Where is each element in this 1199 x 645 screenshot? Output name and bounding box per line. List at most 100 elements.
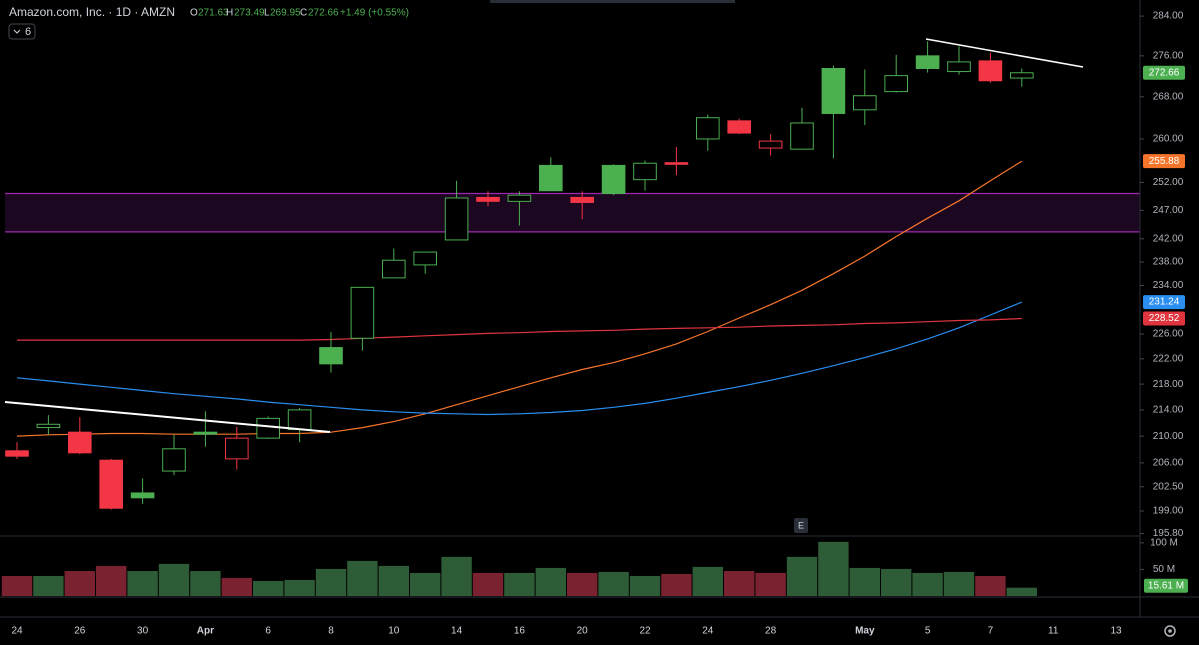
x-tick-label: May — [855, 626, 875, 637]
volume-bar — [786, 556, 818, 596]
x-tick-label: 24 — [11, 626, 23, 637]
candle-body — [884, 75, 909, 93]
x-tick-label: 8 — [328, 626, 334, 637]
volume-bar — [410, 572, 441, 596]
volume-bar — [692, 566, 723, 596]
y-tick-label: 226.00 — [1153, 329, 1184, 340]
y-tick-label: 222.00 — [1153, 353, 1184, 364]
volume-tick-label: 50 M — [1153, 564, 1175, 575]
candle-body — [915, 55, 940, 70]
candle-body — [476, 196, 500, 202]
x-tick-label: 6 — [265, 626, 271, 637]
x-tick-label: 26 — [74, 626, 86, 637]
ohlc-value: 269.95 — [270, 8, 301, 19]
candle-body — [130, 492, 155, 499]
x-tick-label: 28 — [765, 626, 777, 637]
volume-bar — [535, 567, 566, 596]
volume-bar — [284, 579, 315, 596]
price-label-box — [1143, 65, 1185, 80]
volume-bar — [849, 567, 880, 596]
x-tick-label: 5 — [925, 626, 931, 637]
y-tick-label: 199.00 — [1153, 506, 1184, 517]
volume-bar — [96, 565, 127, 596]
indicators-count: 6 — [25, 26, 31, 38]
x-tick-label: 20 — [577, 626, 589, 637]
volume-bar — [881, 568, 912, 596]
y-tick-label: 210.00 — [1153, 431, 1184, 442]
indicators-toggle[interactable] — [8, 23, 36, 40]
axis-layer: 284.00 276.00 268.00 260.00 252.00 247.00 242.… — [11, 11, 1188, 637]
candle-body — [758, 140, 783, 149]
x-tick-label: 10 — [388, 626, 400, 637]
volume-bar — [221, 577, 252, 596]
y-tick-label: 238.00 — [1153, 257, 1184, 268]
settings-icon-center — [1168, 629, 1172, 633]
volume-bar — [1006, 587, 1037, 596]
candle-body — [256, 417, 281, 439]
moving-average — [16, 301, 1023, 416]
volume-bar — [315, 568, 347, 596]
earnings-marker[interactable] — [794, 518, 808, 533]
y-tick-label: 202.50 — [1153, 481, 1184, 492]
x-tick-label: 14 — [451, 626, 463, 637]
x-tick-label: 30 — [137, 626, 149, 637]
ohlc-label: O — [190, 8, 198, 19]
candle-body — [350, 286, 375, 339]
candle-body — [633, 162, 657, 181]
ohlc-label: H — [226, 8, 233, 19]
candle-body — [664, 162, 689, 165]
candle-body — [444, 197, 469, 241]
volume-bar — [33, 575, 64, 596]
y-tick-label: 276.00 — [1153, 50, 1184, 61]
x-tick-label: Apr — [197, 626, 214, 637]
settings-icon[interactable] — [1164, 625, 1176, 637]
volume-bar — [504, 572, 535, 596]
candle-body — [36, 423, 61, 429]
y-tick-label: 260.00 — [1153, 134, 1184, 145]
volume-bar — [661, 573, 692, 596]
y-tick-label: 234.00 — [1153, 280, 1184, 291]
y-tick-label: 247.00 — [1153, 205, 1184, 216]
volume-bar — [347, 560, 378, 596]
y-tick-label: 242.00 — [1153, 233, 1184, 244]
candle-body — [224, 437, 249, 460]
price-label-box — [1143, 154, 1185, 169]
volume-layer — [1, 541, 1037, 596]
x-tick-label: 7 — [988, 626, 994, 637]
ohlc-value: 272.66 — [308, 8, 339, 19]
candle-body — [538, 164, 563, 192]
volume-bar — [378, 565, 409, 596]
chart-title: Amazon.com, Inc. · 1D · AMZN — [9, 5, 175, 19]
volume-bar — [190, 571, 221, 596]
candle-body — [695, 117, 720, 140]
candle-body — [193, 431, 218, 435]
price-label-box — [1143, 311, 1185, 326]
candle-body — [947, 61, 971, 73]
candle-body — [507, 194, 532, 202]
candle-body — [790, 122, 814, 150]
chevron-icon — [13, 29, 21, 34]
volume-bar — [158, 563, 190, 596]
volume-bar — [64, 571, 95, 596]
trend-line — [925, 38, 1084, 68]
x-tick-label: 13 — [1110, 626, 1122, 637]
candle-body — [99, 459, 124, 509]
y-tick-label: 252.00 — [1153, 177, 1184, 188]
volume-bar — [253, 580, 284, 596]
candle-body — [413, 251, 438, 266]
volume-bar — [567, 572, 598, 596]
candle-body — [570, 196, 595, 203]
candle-body — [381, 259, 406, 279]
price-label: 231.24 — [1149, 297, 1180, 308]
ohlc-label: L — [264, 8, 270, 19]
x-tick-label: 11 — [1048, 626, 1059, 637]
y-tick-label: 268.00 — [1153, 91, 1184, 102]
volume-bar — [818, 541, 849, 596]
candle-body — [727, 120, 752, 134]
y-tick-label: 206.00 — [1153, 458, 1184, 469]
volume-bar — [943, 571, 975, 596]
volume-last-box — [1144, 578, 1188, 593]
candle-body — [1009, 72, 1034, 79]
